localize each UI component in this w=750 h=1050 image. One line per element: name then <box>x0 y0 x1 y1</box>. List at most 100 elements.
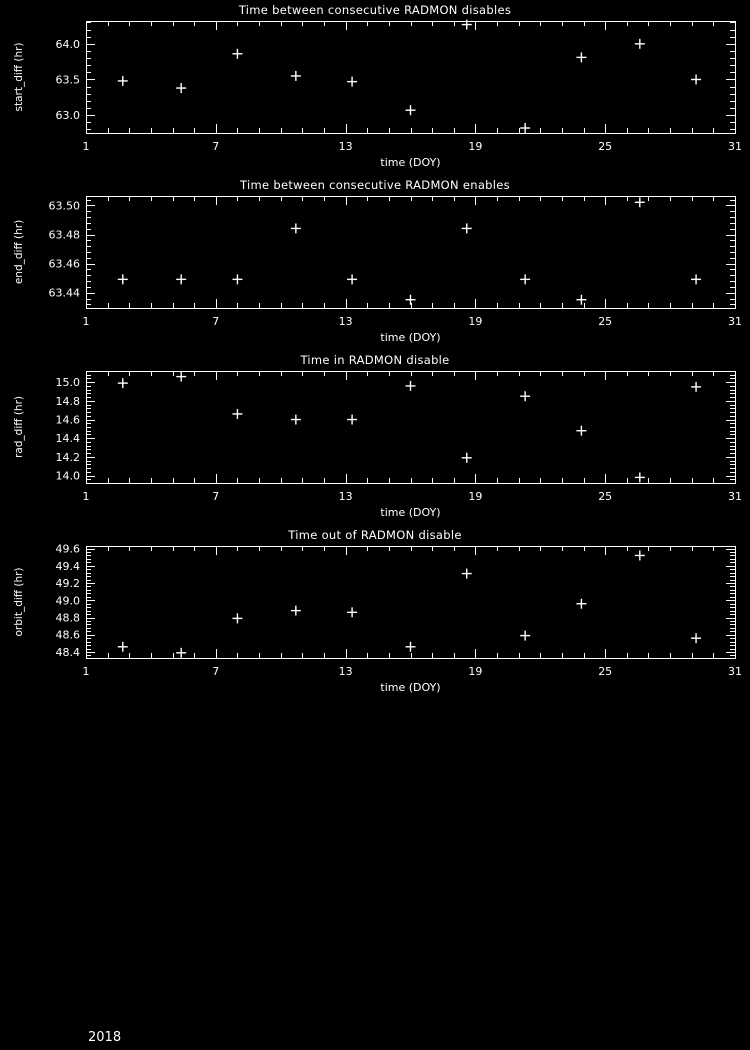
data-point <box>290 605 301 616</box>
data-point <box>520 274 531 285</box>
y-tick-label: 64.0 <box>56 38 81 51</box>
y-tick-label: 63.5 <box>56 73 81 86</box>
x-tick-label: 31 <box>728 315 742 328</box>
x-tick-label: 19 <box>468 140 482 153</box>
data-point <box>634 38 645 49</box>
y-tick-label: 63.44 <box>49 287 81 300</box>
x-tick-label: 19 <box>468 315 482 328</box>
y-tick-label: 49.0 <box>56 594 81 607</box>
data-point <box>691 633 702 644</box>
chart-panel-end-diff: Time between consecutive RADMON enables … <box>0 175 750 350</box>
x-tick-label: 25 <box>598 665 612 678</box>
data-point <box>232 48 243 59</box>
x-tick-label: 1 <box>83 665 90 678</box>
y-tick-label: 48.4 <box>56 646 81 659</box>
x-tick-label: 13 <box>339 490 353 503</box>
y-axis-label: orbit_diff (hr) <box>13 567 25 636</box>
y-tick-label: 14.6 <box>56 414 81 427</box>
data-point <box>691 74 702 85</box>
y-tick-label: 49.4 <box>56 560 81 573</box>
y-tick-label: 14.0 <box>56 470 81 483</box>
data-point <box>576 52 587 63</box>
data-point <box>461 452 472 463</box>
x-tick-label: 19 <box>468 490 482 503</box>
x-axis-label: time (DOY) <box>380 681 440 694</box>
data-point <box>634 472 645 483</box>
data-point <box>405 380 416 391</box>
x-tick-label: 7 <box>212 140 219 153</box>
data-point <box>520 391 531 402</box>
data-series <box>117 550 702 658</box>
data-point <box>576 598 587 609</box>
x-tick-label: 1 <box>83 140 90 153</box>
data-point <box>176 274 187 285</box>
data-point <box>347 274 358 285</box>
x-tick-label: 31 <box>728 490 742 503</box>
plot-area-orbit-diff: 1 7 13 19 25 31 48.4 48.6 48.8 49.0 49.2 49.4 49.6 ti… <box>13 543 742 694</box>
plot-area-rad-diff: 1 7 13 19 25 31 14.0 14.2 14.4 14.6 14.8 15.0 time (… <box>13 371 742 519</box>
y-tick-label: 63.50 <box>49 199 81 212</box>
plot-frame <box>86 546 736 659</box>
data-point <box>176 647 187 658</box>
x-tick-label: 13 <box>339 315 353 328</box>
x-tick-label: 31 <box>728 140 742 153</box>
data-series <box>117 19 702 134</box>
data-point <box>461 19 472 30</box>
data-series <box>117 197 702 305</box>
x-tick-label: 1 <box>83 315 90 328</box>
data-point <box>290 223 301 234</box>
data-point <box>232 274 243 285</box>
data-point <box>232 613 243 624</box>
data-point <box>520 123 531 134</box>
year-label: 2018 <box>88 1030 122 1045</box>
data-point <box>117 75 128 86</box>
chart-panel-start-diff: Time between consecutive RADMON disables… <box>0 0 750 175</box>
data-point <box>634 550 645 561</box>
y-tick-label: 49.2 <box>56 577 81 590</box>
data-point <box>634 197 645 208</box>
x-tick-label: 31 <box>728 665 742 678</box>
y-tick-label: 63.0 <box>56 109 81 122</box>
y-tick-label: 49.6 <box>56 543 81 556</box>
x-tick-label: 7 <box>212 315 219 328</box>
y-tick-label: 15.0 <box>56 376 81 389</box>
x-tick-label: 13 <box>339 665 353 678</box>
data-point <box>405 105 416 116</box>
y-tick-label: 14.2 <box>56 451 81 464</box>
data-point <box>520 630 531 641</box>
data-point <box>176 371 187 382</box>
y-tick-label: 48.8 <box>56 612 81 625</box>
y-tick-label: 48.6 <box>56 629 81 642</box>
chart-panel-orbit-diff: Time out of RADMON disable 1 7 13 19 25 31 48.… <box>0 525 750 700</box>
data-point <box>691 381 702 392</box>
data-point <box>176 83 187 94</box>
data-point <box>290 414 301 425</box>
x-axis-label: time (DOY) <box>380 156 440 169</box>
data-point <box>576 294 587 305</box>
data-point <box>461 223 472 234</box>
x-tick-label: 7 <box>212 490 219 503</box>
data-point <box>290 70 301 81</box>
data-point <box>347 607 358 618</box>
data-point <box>117 378 128 389</box>
panel-title-end-diff: Time between consecutive RADMON enables <box>240 178 510 192</box>
data-point <box>576 425 587 436</box>
data-point <box>232 408 243 419</box>
x-axis-label: time (DOY) <box>380 331 440 344</box>
y-tick-label: 63.48 <box>49 229 81 242</box>
plot-frame <box>86 21 736 134</box>
y-axis-label: rad_diff (hr) <box>13 396 25 458</box>
plot-frame <box>86 196 736 309</box>
x-tick-label: 25 <box>598 315 612 328</box>
panel-title-orbit-diff: Time out of RADMON disable <box>288 528 462 542</box>
y-tick-label: 14.4 <box>56 432 81 445</box>
data-point <box>117 641 128 652</box>
x-tick-label: 19 <box>468 665 482 678</box>
panel-title-start-diff: Time between consecutive RADMON disables <box>238 3 512 17</box>
data-point <box>405 294 416 305</box>
data-point <box>691 274 702 285</box>
x-tick-label: 13 <box>339 140 353 153</box>
y-tick-label: 14.8 <box>56 395 81 408</box>
data-point <box>461 568 472 579</box>
x-tick-label: 25 <box>598 490 612 503</box>
